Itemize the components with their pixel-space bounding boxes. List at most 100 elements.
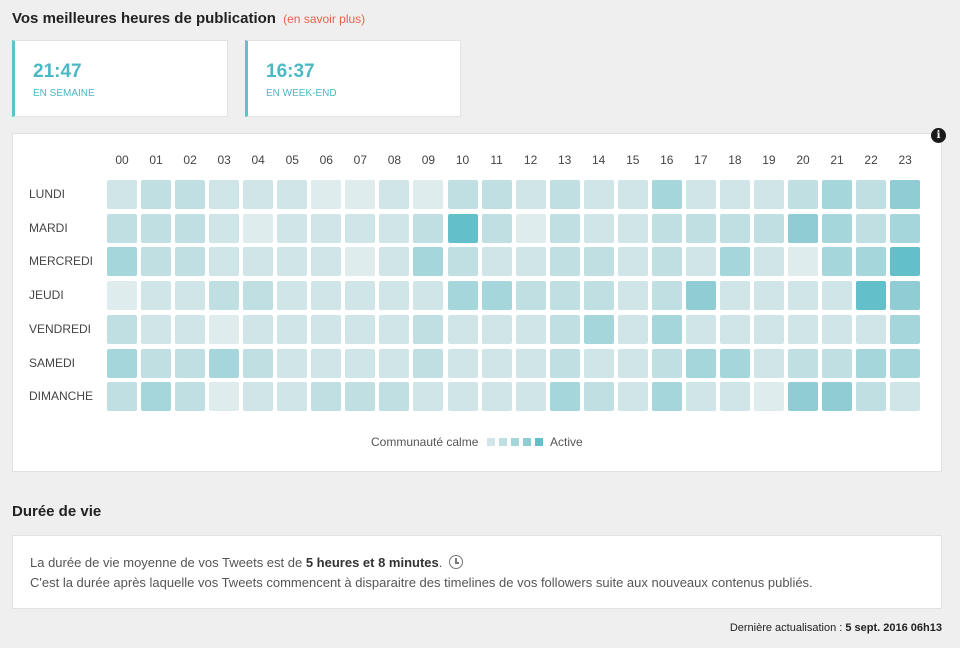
- heatmap-cell[interactable]: [822, 247, 853, 277]
- heatmap-cell[interactable]: [583, 281, 614, 311]
- heatmap-cell[interactable]: [413, 382, 444, 412]
- heatmap-cell[interactable]: [141, 281, 172, 311]
- heatmap-cell[interactable]: [890, 314, 921, 344]
- heatmap-cell[interactable]: [583, 382, 614, 412]
- heatmap-cell[interactable]: [379, 382, 410, 412]
- heatmap-cell[interactable]: [175, 348, 206, 378]
- heatmap-cell[interactable]: [379, 247, 410, 277]
- heatmap-cell[interactable]: [719, 314, 750, 344]
- heatmap-cell[interactable]: [141, 247, 172, 277]
- heatmap-cell[interactable]: [447, 281, 478, 311]
- heatmap-cell[interactable]: [447, 180, 478, 209]
- heatmap-cell[interactable]: [549, 213, 580, 243]
- heatmap-cell[interactable]: [822, 382, 853, 412]
- heatmap-cell[interactable]: [549, 314, 580, 344]
- heatmap-cell[interactable]: [175, 247, 206, 277]
- heatmap-cell[interactable]: [209, 180, 240, 209]
- heatmap-cell[interactable]: [890, 348, 921, 378]
- heatmap-cell[interactable]: [175, 281, 206, 311]
- heatmap-cell[interactable]: [856, 281, 887, 311]
- heatmap-cell[interactable]: [277, 180, 308, 209]
- heatmap-cell[interactable]: [413, 247, 444, 277]
- heatmap-cell[interactable]: [243, 213, 274, 243]
- heatmap-cell[interactable]: [413, 348, 444, 378]
- heatmap-cell[interactable]: [243, 382, 274, 412]
- heatmap-cell[interactable]: [277, 382, 308, 412]
- heatmap-cell[interactable]: [481, 314, 512, 344]
- heatmap-cell[interactable]: [107, 247, 137, 277]
- heatmap-cell[interactable]: [617, 180, 648, 209]
- heatmap-cell[interactable]: [719, 382, 750, 412]
- heatmap-cell[interactable]: [345, 348, 376, 378]
- heatmap-cell[interactable]: [719, 213, 750, 243]
- heatmap-cell[interactable]: [788, 314, 818, 344]
- heatmap-cell[interactable]: [447, 382, 478, 412]
- heatmap-cell[interactable]: [651, 314, 682, 344]
- heatmap-cell[interactable]: [107, 180, 137, 209]
- heatmap-cell[interactable]: [719, 348, 750, 378]
- heatmap-cell[interactable]: [583, 180, 614, 209]
- heatmap-cell[interactable]: [856, 213, 887, 243]
- heatmap-cell[interactable]: [753, 213, 784, 243]
- heatmap-cell[interactable]: [243, 247, 274, 277]
- heatmap-cell[interactable]: [617, 213, 648, 243]
- heatmap-cell[interactable]: [311, 348, 342, 378]
- heatmap-cell[interactable]: [651, 281, 682, 311]
- heatmap-cell[interactable]: [345, 213, 376, 243]
- heatmap-cell[interactable]: [175, 213, 206, 243]
- heatmap-cell[interactable]: [277, 348, 308, 378]
- heatmap-cell[interactable]: [243, 180, 274, 209]
- heatmap-cell[interactable]: [685, 314, 716, 344]
- heatmap-cell[interactable]: [822, 213, 853, 243]
- heatmap-cell[interactable]: [549, 180, 580, 209]
- heatmap-cell[interactable]: [209, 348, 240, 378]
- heatmap-cell[interactable]: [311, 213, 342, 243]
- heatmap-cell[interactable]: [277, 247, 308, 277]
- heatmap-cell[interactable]: [447, 247, 478, 277]
- heatmap-cell[interactable]: [753, 382, 784, 412]
- heatmap-cell[interactable]: [209, 281, 240, 311]
- heatmap-cell[interactable]: [311, 314, 342, 344]
- heatmap-cell[interactable]: [107, 281, 137, 311]
- heatmap-cell[interactable]: [856, 348, 887, 378]
- heatmap-cell[interactable]: [719, 281, 750, 311]
- learn-more-link[interactable]: (en savoir plus): [283, 12, 366, 26]
- heatmap-cell[interactable]: [243, 348, 274, 378]
- heatmap-cell[interactable]: [685, 213, 716, 243]
- heatmap-cell[interactable]: [175, 180, 206, 209]
- heatmap-cell[interactable]: [141, 314, 172, 344]
- heatmap-cell[interactable]: [243, 314, 274, 344]
- heatmap-cell[interactable]: [617, 247, 648, 277]
- heatmap-cell[interactable]: [209, 314, 240, 344]
- heatmap-cell[interactable]: [481, 180, 512, 209]
- heatmap-cell[interactable]: [311, 247, 342, 277]
- heatmap-cell[interactable]: [617, 281, 648, 311]
- heatmap-cell[interactable]: [345, 180, 376, 209]
- heatmap-cell[interactable]: [413, 281, 444, 311]
- heatmap-cell[interactable]: [890, 213, 921, 243]
- heatmap-cell[interactable]: [583, 247, 614, 277]
- heatmap-cell[interactable]: [583, 348, 614, 378]
- heatmap-cell[interactable]: [822, 281, 853, 311]
- heatmap-cell[interactable]: [753, 180, 784, 209]
- heatmap-cell[interactable]: [583, 314, 614, 344]
- heatmap-cell[interactable]: [413, 213, 444, 243]
- heatmap-cell[interactable]: [141, 382, 172, 412]
- heatmap-cell[interactable]: [753, 348, 784, 378]
- heatmap-cell[interactable]: [890, 281, 921, 311]
- heatmap-cell[interactable]: [753, 314, 784, 344]
- heatmap-cell[interactable]: [685, 180, 716, 209]
- heatmap-cell[interactable]: [685, 247, 716, 277]
- heatmap-cell[interactable]: [685, 382, 716, 412]
- heatmap-cell[interactable]: [685, 348, 716, 378]
- heatmap-cell[interactable]: [311, 180, 342, 209]
- heatmap-cell[interactable]: [175, 382, 206, 412]
- heatmap-cell[interactable]: [856, 247, 887, 277]
- heatmap-cell[interactable]: [413, 180, 444, 209]
- heatmap-cell[interactable]: [345, 314, 376, 344]
- heatmap-cell[interactable]: [277, 281, 308, 311]
- heatmap-cell[interactable]: [651, 213, 682, 243]
- heatmap-cell[interactable]: [209, 382, 240, 412]
- heatmap-cell[interactable]: [141, 180, 172, 209]
- heatmap-cell[interactable]: [515, 180, 546, 209]
